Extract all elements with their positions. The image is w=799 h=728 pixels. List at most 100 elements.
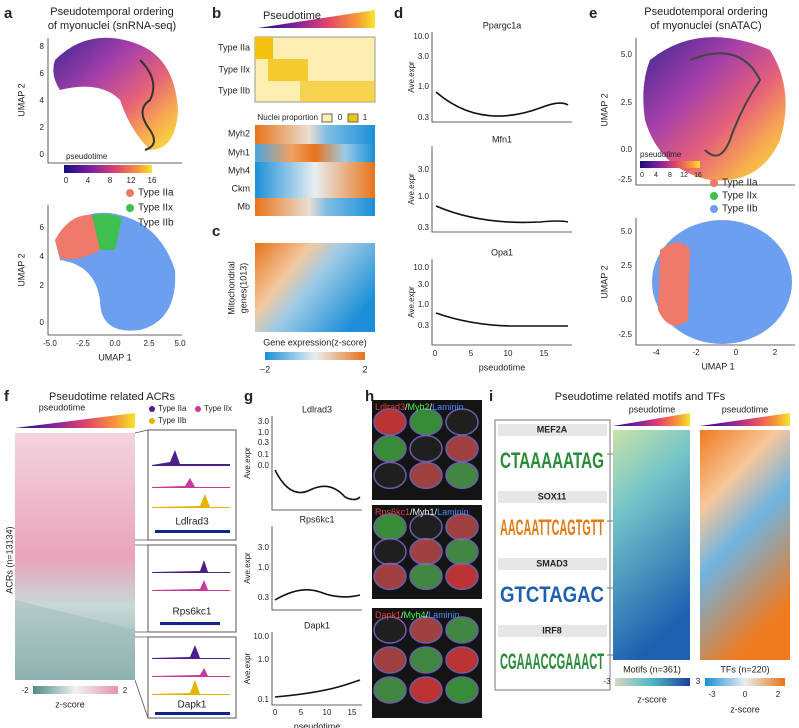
plot-title: Rps6kc1 bbox=[299, 514, 334, 524]
legend-label: Type IIb bbox=[138, 218, 174, 229]
title: Pseudotemporal ordering bbox=[50, 6, 174, 18]
axis bbox=[47, 38, 182, 164]
axis bbox=[271, 632, 362, 706]
fiber bbox=[373, 616, 407, 644]
track-label: Ldlrad3 bbox=[175, 517, 209, 528]
image-label: Dapk1/Myh4/Laminin bbox=[375, 610, 460, 620]
motif-name: IRF8 bbox=[542, 625, 562, 635]
legend-label: 0 bbox=[338, 113, 343, 122]
motif-name-bar bbox=[498, 558, 607, 570]
header: pseudotime bbox=[722, 404, 769, 414]
x-tick-label: 10 bbox=[504, 349, 513, 358]
fiber bbox=[373, 408, 407, 436]
trend-curve bbox=[435, 91, 569, 117]
legend-tick: 4 bbox=[654, 172, 658, 179]
x-tick-label: 10 bbox=[323, 708, 332, 717]
motif-name: SMAD3 bbox=[536, 558, 568, 568]
legend-title: pseudotime bbox=[66, 152, 108, 161]
legend-tick: 2 bbox=[123, 686, 128, 695]
colorbar bbox=[705, 678, 785, 686]
legend-dot bbox=[126, 189, 134, 197]
label-part: / bbox=[430, 402, 433, 412]
row-label: Type IIx bbox=[218, 64, 250, 74]
x-tick-label: 0 bbox=[734, 348, 739, 357]
fiber bbox=[373, 434, 407, 463]
trend-curve bbox=[274, 469, 361, 501]
axis-label: UMAP 2 bbox=[599, 93, 609, 126]
trend-curve bbox=[435, 205, 569, 224]
legend-tick: -2 bbox=[21, 686, 29, 695]
motif-logo: GTCTAGAC bbox=[500, 582, 604, 607]
x-tick-label: -5.0 bbox=[43, 339, 57, 348]
heatmap-row bbox=[255, 162, 375, 180]
track-label: Rps6kc1 bbox=[173, 607, 212, 618]
row-label: Myh4 bbox=[228, 165, 250, 175]
logo-box bbox=[494, 419, 611, 691]
y-tick-label: 0.1 bbox=[258, 450, 270, 459]
label-part: Myh4 bbox=[404, 610, 426, 620]
plot-title: Dapk1 bbox=[304, 620, 330, 630]
legend-tick: 8 bbox=[668, 172, 672, 179]
label-part: Dapk1 bbox=[375, 610, 401, 620]
motif-name: SOX11 bbox=[538, 491, 567, 501]
x-tick-label: 2 bbox=[773, 348, 778, 357]
fiber bbox=[445, 408, 479, 436]
axis-label: Gene expression(z-score) bbox=[263, 337, 367, 347]
legend-tick: 2 bbox=[776, 690, 781, 699]
label-part: / bbox=[401, 610, 404, 620]
axis-label: Ave.expr bbox=[407, 173, 416, 205]
legend-label: Type IIb bbox=[722, 204, 758, 215]
fiber bbox=[409, 537, 443, 566]
colorbar bbox=[33, 686, 118, 694]
title: Pseudotime related ACRs bbox=[49, 391, 175, 403]
label-part: / bbox=[426, 610, 429, 620]
trend-curve bbox=[435, 312, 568, 327]
header: pseudotime bbox=[629, 404, 676, 414]
legend-dot bbox=[126, 219, 134, 227]
panel-label: i bbox=[489, 388, 493, 405]
y-tick-label: 1.0 bbox=[258, 655, 270, 664]
x-tick-label: 0 bbox=[273, 708, 278, 717]
legend-dot bbox=[126, 204, 134, 212]
y-tick-label: -2.5 bbox=[618, 330, 632, 339]
axis-label: Mitochondrial bbox=[226, 261, 236, 315]
legend-dot bbox=[149, 418, 155, 424]
connectors bbox=[134, 429, 149, 719]
title: of myonuclei (snATAC) bbox=[650, 20, 761, 32]
label-part: Myh2 bbox=[408, 402, 430, 412]
axis-label: pseudotime bbox=[479, 362, 526, 372]
row-label: Ckm bbox=[232, 183, 251, 193]
axis bbox=[635, 38, 795, 186]
umap-cloud bbox=[92, 214, 122, 250]
legend-title: pseudotime bbox=[640, 150, 682, 159]
legend-tick: -3 bbox=[603, 677, 611, 686]
y-tick-label: 0 bbox=[40, 318, 45, 327]
axis-label: UMAP 2 bbox=[16, 83, 26, 116]
colorbar bbox=[640, 161, 700, 168]
y-tick-label: 0.0 bbox=[621, 145, 633, 154]
axis-label: UMAP 2 bbox=[599, 265, 609, 298]
row-label: Type IIa bbox=[218, 42, 250, 52]
y-tick-label: 2.5 bbox=[621, 98, 633, 107]
legend-tick: −2 bbox=[260, 364, 270, 374]
fiber bbox=[409, 434, 443, 463]
y-tick-label: 1.0 bbox=[418, 192, 430, 201]
pseudotime-wedge bbox=[258, 10, 375, 28]
y-tick-label: 5.0 bbox=[621, 227, 633, 236]
x-tick-label: -2 bbox=[692, 348, 700, 357]
legend-key bbox=[321, 113, 333, 123]
motif-logo: CGAAACCGAAACT bbox=[500, 649, 604, 674]
title: Pseudotime related motifs and TFs bbox=[555, 391, 726, 403]
panel-label: g bbox=[244, 388, 253, 405]
heatmap-cell bbox=[255, 37, 273, 59]
umap-cloud bbox=[658, 242, 690, 326]
title: Pseudotemporal ordering bbox=[644, 6, 768, 18]
legend-tick: 0 bbox=[64, 176, 69, 185]
panel-label: f bbox=[4, 388, 10, 405]
legend-title: Nuclei proportion bbox=[258, 113, 318, 122]
fiber bbox=[445, 616, 479, 644]
pseudotime-wedge bbox=[613, 413, 690, 426]
axis-label: UMAP 2 bbox=[16, 253, 26, 286]
x-tick-label: 0.0 bbox=[109, 339, 121, 348]
colorbar bbox=[615, 678, 690, 686]
